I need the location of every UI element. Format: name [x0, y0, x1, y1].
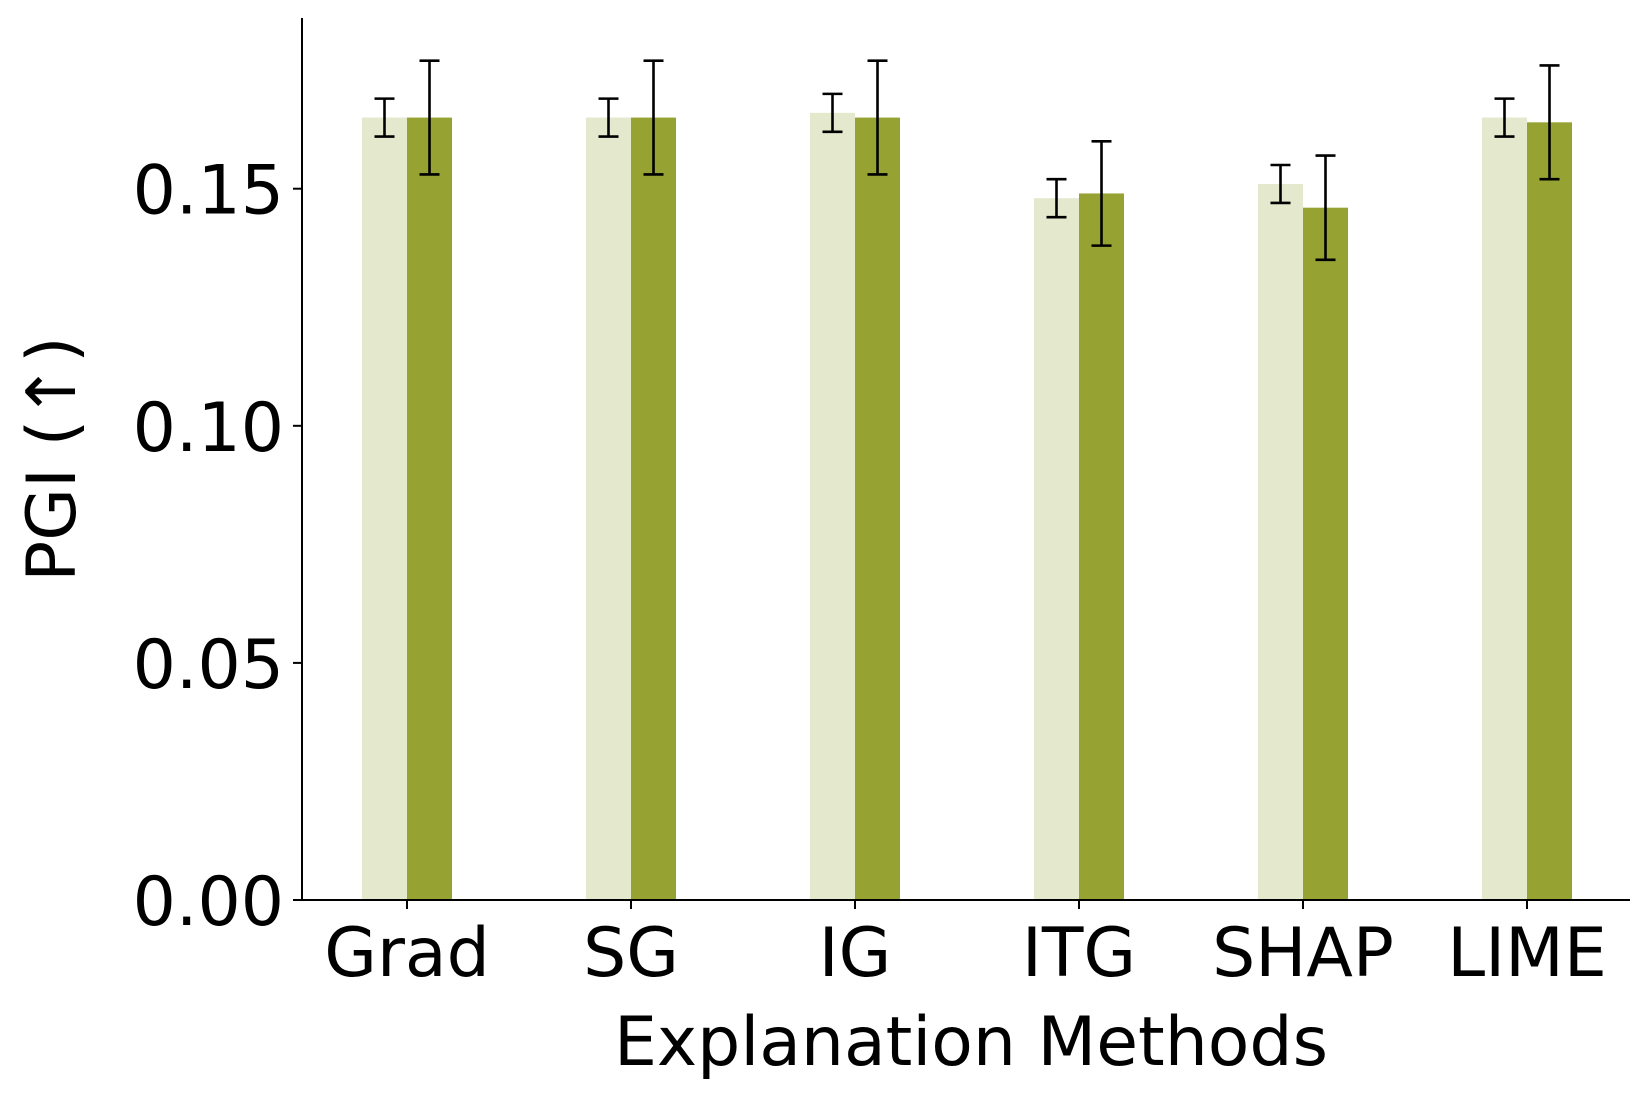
y-tick-label: 0.10 [133, 389, 284, 468]
bar-series-1-sg [586, 117, 631, 901]
bar-series-1-ig [810, 112, 855, 901]
error-bars-layer [374, 59, 1560, 262]
error-bar-series-1-grad [374, 97, 395, 138]
error-bar-series-2-ig [867, 59, 888, 176]
y-tick-label: 0.05 [133, 626, 284, 705]
error-bar-series-2-grad [419, 59, 440, 176]
error-bar-series-1-lime [1494, 97, 1515, 138]
error-bar-series-2-lime [1539, 64, 1560, 181]
bars-layer [362, 112, 1572, 901]
x-axis-title: Explanation Methods [614, 1003, 1328, 1082]
x-tick-label-sg: SG [583, 914, 679, 993]
axes-layer [301, 18, 1630, 901]
bar-series-1-grad [362, 117, 407, 901]
bar-series-1-shap [1258, 183, 1303, 900]
y-axis-title: PGI (↑) [13, 336, 92, 581]
error-bar-series-1-ig [822, 92, 843, 134]
bar-series-2-lime [1527, 122, 1572, 901]
y-tick-label: 0.15 [133, 152, 284, 231]
bar-series-2-grad [407, 117, 452, 901]
y-tick-label: 0.00 [133, 863, 284, 942]
bar-series-2-sg [631, 117, 676, 901]
bar-series-1-lime [1482, 117, 1527, 901]
bar-series-2-shap [1303, 207, 1348, 900]
x-tick-label-grad: Grad [324, 914, 489, 993]
x-tick-label-itg: ITG [1022, 914, 1136, 993]
x-tick-label-lime: LIME [1447, 914, 1607, 993]
bar-series-1-itg [1034, 198, 1079, 900]
error-bar-series-1-itg [1046, 177, 1067, 219]
bar-series-2-ig [855, 117, 900, 901]
error-bar-series-2-itg [1091, 139, 1112, 247]
bar-series-2-itg [1079, 193, 1124, 901]
error-bar-series-2-shap [1315, 154, 1336, 262]
error-bar-series-1-sg [598, 97, 619, 138]
ticks-layer: Grad SG IG ITG SHAP LIME 0.00 0.05 0.10 0.15 [133, 152, 1607, 993]
x-tick-label-ig: IG [819, 914, 892, 993]
error-bar-series-1-shap [1270, 163, 1291, 205]
error-bar-series-2-sg [643, 59, 664, 176]
x-tick-label-shap: SHAP [1212, 914, 1394, 993]
